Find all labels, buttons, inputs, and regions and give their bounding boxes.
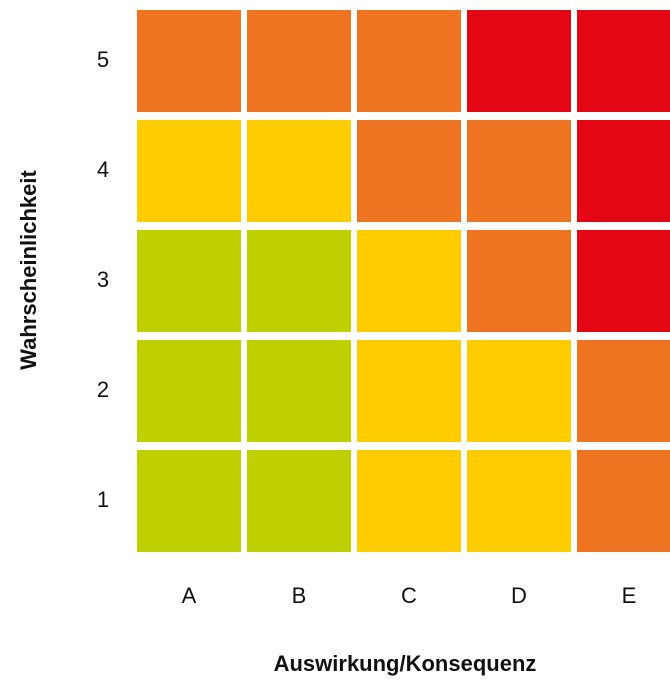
y-tick-label: 5 [97,47,109,72]
matrix-cell [137,450,241,552]
matrix-cell [357,230,461,332]
matrix-cell [577,120,670,222]
y-axis-title: Wahrscheinlichkeit [16,169,41,369]
matrix-cell [137,10,241,112]
x-tick-label: C [401,583,417,608]
matrix-cell [357,120,461,222]
y-tick-label: 4 [97,157,109,182]
y-tick-label: 2 [97,377,109,402]
matrix-cell [357,450,461,552]
matrix-cell [247,10,351,112]
x-tick-label: A [182,583,197,608]
matrix-cell [467,120,571,222]
matrix-cell [467,230,571,332]
matrix-cell [247,230,351,332]
x-tick-label: B [292,583,307,608]
matrix-cell [357,340,461,442]
matrix-cell [137,340,241,442]
matrix-cell [137,120,241,222]
matrix-cell [247,120,351,222]
matrix-cell [467,10,571,112]
matrix-cell [577,230,670,332]
matrix-cell [247,450,351,552]
y-tick-label: 1 [97,487,109,512]
matrix-cell [467,340,571,442]
x-tick-label: E [622,583,637,608]
matrix-cell [357,10,461,112]
matrix-cell [577,10,670,112]
matrix-cell [467,450,571,552]
matrix-cell [247,340,351,442]
matrix-cell [577,450,670,552]
y-tick-label: 3 [97,267,109,292]
matrix-cell [137,230,241,332]
x-axis-title: Auswirkung/Konsequenz [274,651,537,676]
x-tick-label: D [511,583,527,608]
matrix-cell [577,340,670,442]
